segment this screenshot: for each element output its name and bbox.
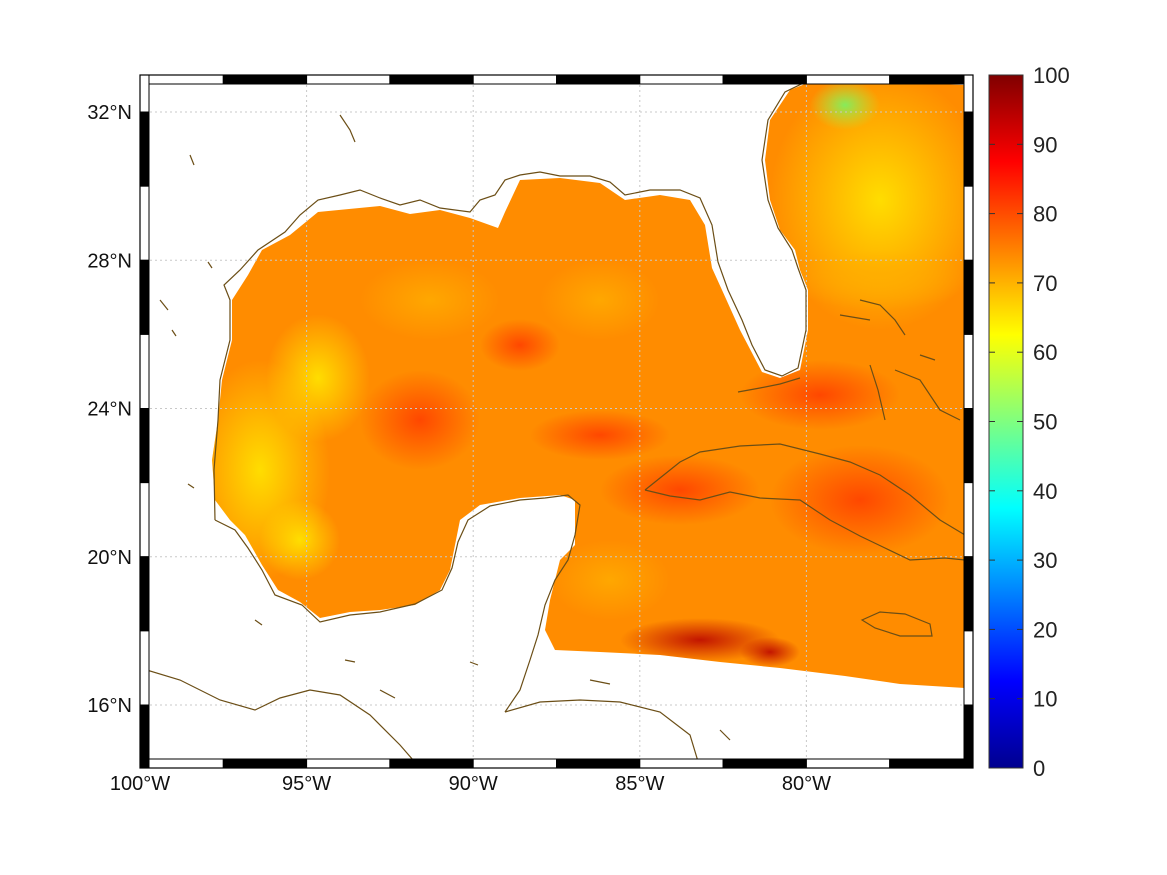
colorbar-tick-label: 0 — [1033, 756, 1045, 781]
frame-segment-right — [963, 111, 974, 187]
latitude-tick-label: 32°N — [87, 102, 132, 124]
coastline — [140, 75, 966, 768]
frame-segment-left — [139, 630, 150, 706]
frame-segment-bottom — [389, 758, 474, 769]
colorbar-tick-label: 30 — [1033, 548, 1057, 573]
colorbar-ticks: 0 10 20 30 40 50 60 70 80 90 100 — [989, 63, 1070, 781]
frame-segment-left — [139, 556, 150, 632]
colorbar-tick-label: 70 — [1033, 271, 1057, 296]
frame-segment-left — [139, 259, 150, 335]
frame-segment-bottom — [472, 758, 558, 769]
frame-segment-left — [139, 333, 150, 410]
frame-segment-right — [963, 185, 974, 261]
latitude-tick-label: 20°N — [87, 547, 132, 569]
latitude-labels: 32°N 28°N 24°N 20°N 16°N — [87, 102, 132, 717]
frame-segment-bottom — [889, 758, 974, 769]
colorbar-tick-label: 20 — [1033, 617, 1057, 642]
frame-segment-right — [963, 74, 974, 113]
frame-segment-right — [963, 333, 974, 410]
longitude-tick-label: 85°W — [615, 773, 664, 795]
frame-segment-bottom — [222, 758, 308, 769]
cuba-coast — [644, 443, 966, 561]
colorbar-tick-label: 60 — [1033, 340, 1057, 365]
colorbar-tick-label: 10 — [1033, 687, 1057, 712]
frame-segment-left — [139, 408, 150, 484]
colorbar-tick-label: 50 — [1033, 410, 1057, 435]
frame-segment-left — [139, 482, 150, 558]
longitude-tick-label: 80°W — [782, 773, 831, 795]
latitude-tick-label: 16°N — [87, 695, 132, 717]
colorbar-tick-label: 40 — [1033, 479, 1057, 504]
frame-segment-top — [306, 74, 391, 85]
frame-segment-top — [389, 74, 474, 85]
frame-segment-top — [639, 74, 724, 85]
frame-segment-top — [889, 74, 974, 85]
frame-segment-top — [722, 74, 807, 85]
colorbar-tick-label: 80 — [1033, 202, 1057, 227]
mexico-coast — [214, 494, 581, 713]
us-gulf-coast — [213, 75, 819, 521]
jamaica-coast — [860, 611, 933, 637]
colorbar-tick-label: 90 — [1033, 132, 1057, 157]
frame-border — [139, 74, 974, 769]
longitude-labels: 100°W 95°W 90°W 85°W 80°W — [110, 773, 831, 795]
frame-segment-top — [222, 74, 308, 85]
longitude-tick-label: 90°W — [449, 773, 498, 795]
frame-segment-top — [139, 74, 224, 85]
frame-segment-left — [139, 74, 150, 113]
frame-segment-right — [963, 630, 974, 706]
data-layer — [140, 75, 973, 768]
graticule-grid — [140, 75, 973, 768]
frame-segment-top — [805, 74, 891, 85]
frame-segment-bottom — [139, 758, 224, 769]
small-islands — [159, 114, 731, 741]
frame-segment-right — [963, 408, 974, 484]
colorbar: 0 10 20 30 40 50 60 70 80 90 100 — [988, 63, 1070, 781]
frame-segment-left — [139, 111, 150, 187]
map-frame — [139, 74, 974, 769]
frame-segment-bottom — [639, 758, 724, 769]
central-america-coast — [140, 667, 421, 768]
latitude-tick-label: 24°N — [87, 399, 132, 421]
frame-segment-right — [963, 482, 974, 558]
frame-segment-left — [139, 185, 150, 261]
frame-segment-left — [139, 704, 150, 769]
frame-segment-bottom — [556, 758, 641, 769]
colorbar-tick-label: 100 — [1033, 63, 1070, 88]
longitude-tick-label: 95°W — [282, 773, 331, 795]
gulf-caribbean-field — [212, 80, 965, 688]
longitude-tick-label: 100°W — [110, 773, 170, 795]
frame-segment-top — [556, 74, 641, 85]
frame-segment-bottom — [722, 758, 807, 769]
honduras-coast — [504, 699, 701, 768]
florida-keys — [737, 377, 801, 393]
latitude-tick-label: 28°N — [87, 250, 132, 272]
frame-segment-right — [963, 556, 974, 632]
bahamas-islands — [839, 299, 961, 421]
field-texture — [212, 80, 965, 667]
frame-segment-bottom — [805, 758, 891, 769]
frame-segment-right — [963, 704, 974, 769]
frame-segment-top — [472, 74, 558, 85]
frame-segment-right — [963, 259, 974, 335]
frame-segment-bottom — [306, 758, 391, 769]
